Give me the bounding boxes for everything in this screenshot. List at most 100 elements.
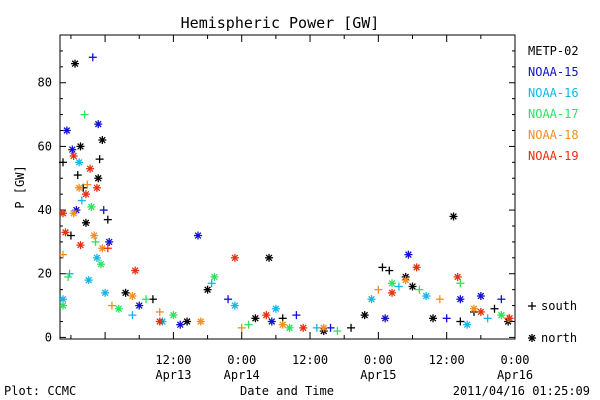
data-point-north: [470, 304, 479, 313]
legend-entry: NOAA-17: [528, 107, 579, 121]
data-point-north: [87, 202, 96, 211]
legend-symbol-label: north: [541, 331, 577, 345]
x-tick-label-time: 0:00: [227, 353, 256, 367]
data-point-north: [404, 250, 413, 259]
data-point-north: [75, 183, 84, 192]
x-tick-label-date: Apr13: [155, 368, 191, 382]
y-axis-label: P [GW]: [13, 165, 27, 208]
data-point-south: [378, 263, 387, 272]
data-point-north: [463, 320, 472, 329]
data-point-south: [326, 323, 335, 332]
x-tick-label-time: 12:00: [155, 353, 191, 367]
data-point-north: [388, 288, 397, 297]
data-point-north: [299, 323, 308, 332]
legend-entry: NOAA-19: [528, 149, 579, 163]
data-point-south: [73, 171, 82, 180]
data-point-south: [374, 285, 383, 294]
data-point-south: [394, 282, 403, 291]
data-point-north: [135, 301, 144, 310]
chart-title: Hemispheric Power [GW]: [181, 14, 380, 32]
data-point-north: [105, 237, 114, 246]
data-point-north: [210, 272, 219, 281]
x-tick-label-time: 0:00: [501, 353, 530, 367]
x-tick-label-time: 12:00: [292, 353, 328, 367]
data-point-north: [381, 314, 390, 323]
data-point-south: [80, 110, 89, 119]
y-tick-label: 20: [38, 267, 52, 281]
data-marks: [59, 53, 514, 336]
footer-plot-source: Plot: CCMC: [4, 384, 76, 398]
data-point-north: [422, 292, 431, 301]
data-point-south: [95, 155, 104, 164]
data-point-north: [98, 244, 107, 253]
data-point-north: [203, 285, 212, 294]
footer-timestamp: 2011/04/16 01:25:09: [453, 384, 590, 398]
legend-entry: NOAA-18: [528, 128, 579, 142]
x-axis-label: Date and Time: [240, 384, 334, 398]
data-point-north: [98, 136, 107, 145]
data-point-north: [476, 307, 485, 316]
data-point-north: [271, 304, 280, 313]
data-point-north: [360, 311, 369, 320]
legend-symbol-label: south: [541, 299, 577, 313]
legend-entry: NOAA-15: [528, 65, 579, 79]
data-point-north: [412, 263, 421, 272]
data-point-south: [66, 231, 75, 240]
data-point-north: [71, 59, 80, 68]
data-point-north: [505, 314, 514, 323]
data-point-north: [81, 190, 90, 199]
data-point-north: [94, 174, 103, 183]
data-point-north: [401, 276, 410, 285]
y-tick-label: 60: [38, 139, 52, 153]
legend-symbol-north: [528, 334, 536, 342]
data-point-north: [285, 323, 294, 332]
y-axis-ticks: 0 20 40 60 80: [38, 50, 515, 344]
data-point-north: [265, 253, 274, 262]
data-point-north: [408, 282, 417, 291]
data-point-north: [155, 317, 164, 326]
data-point-north: [131, 266, 140, 275]
data-point-south: [99, 206, 108, 215]
data-point-south: [64, 272, 73, 281]
data-point-south: [456, 279, 465, 288]
data-point-south: [103, 244, 112, 253]
data-point-south: [483, 314, 492, 323]
legend-entry: METP-02: [528, 44, 579, 58]
data-point-north: [267, 317, 276, 326]
data-point-south: [103, 215, 112, 224]
data-point-south: [224, 295, 233, 304]
plot-frame: [59, 34, 516, 340]
data-point-north: [68, 145, 77, 154]
x-tick-label-date: Apr15: [360, 368, 396, 382]
legend-entry: NOAA-16: [528, 86, 579, 100]
y-tick-label: 40: [38, 203, 52, 217]
data-point-south: [415, 285, 424, 294]
data-point-north: [456, 295, 465, 304]
data-point-north: [76, 142, 85, 151]
data-point-south: [312, 323, 321, 332]
y-tick-label: 80: [38, 76, 52, 90]
data-point-north: [196, 317, 205, 326]
data-point-south: [91, 237, 100, 246]
x-tick-label-time: 0:00: [364, 353, 393, 367]
data-point-north: [388, 279, 397, 288]
y-tick-label: 0: [45, 330, 52, 344]
data-point-north: [96, 260, 105, 269]
data-point-south: [237, 323, 246, 332]
data-point-south: [83, 180, 92, 189]
data-point-north: [183, 317, 192, 326]
data-point-north: [92, 183, 101, 192]
data-point-north: [69, 209, 78, 218]
data-point-north: [194, 231, 203, 240]
data-point-south: [77, 196, 86, 205]
data-point-north: [121, 288, 130, 297]
data-point-north: [84, 276, 93, 285]
data-point-south: [244, 320, 253, 329]
x-tick-label-date: Apr16: [497, 368, 533, 382]
data-point-north: [59, 209, 67, 218]
data-point-south: [59, 250, 67, 259]
data-point-south: [207, 279, 216, 288]
data-point-south: [155, 307, 164, 316]
